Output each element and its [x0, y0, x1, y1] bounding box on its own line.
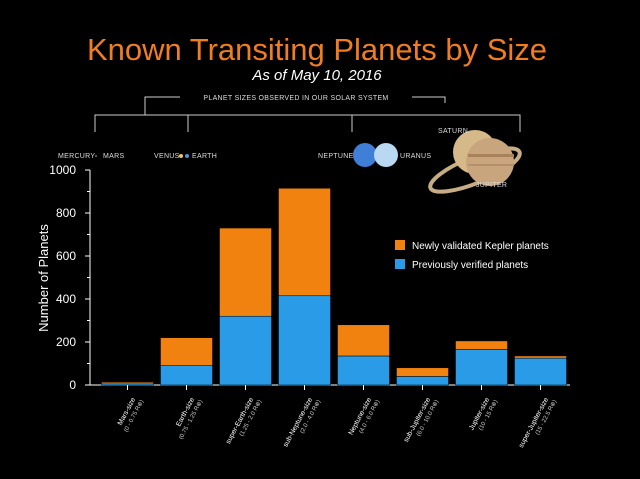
- bar-previous-mars-size: [101, 382, 154, 386]
- bar-previous-earth-size: [160, 365, 213, 386]
- venus-icon: [179, 154, 183, 158]
- bar-new-super-earth-size: [219, 227, 272, 317]
- chart-title: Known Transiting Planets by Size: [87, 32, 547, 67]
- y-ticks: 0 200 400 600 800 1000: [49, 163, 90, 392]
- solar-system-heading: PLANET SIZES OBSERVED IN OUR SOLAR SYSTE…: [203, 95, 388, 102]
- saturn-jupiter-icon: [428, 130, 522, 194]
- x-labels: Mars-size(0 - 0.75 R⊕) Earth-size(0.75 - …: [117, 397, 558, 450]
- uranus-icon: [374, 143, 398, 167]
- y-tick-label: 600: [56, 249, 76, 263]
- earth-icon: [185, 154, 189, 158]
- planet-label-mercury: MERCURY: [58, 153, 95, 160]
- bar-new-earth-size: [160, 337, 213, 366]
- y-tick-label: 200: [56, 335, 76, 349]
- y-tick-label: 0: [69, 378, 76, 392]
- planet-label-mars: MARS: [103, 153, 124, 160]
- legend-swatch-previous: [395, 259, 405, 269]
- bars: [101, 188, 567, 390]
- bar-new-sub-neptune-size: [278, 188, 331, 297]
- bar-new-mars-size: [101, 381, 154, 384]
- planet-label-earth: EARTH: [192, 153, 217, 160]
- y-axis-title: Number of Planets: [36, 224, 51, 332]
- bar-previous-jupiter-size: [455, 349, 508, 386]
- planet-label-venus: VENUS: [154, 153, 180, 160]
- y-tick-label: 1000: [49, 163, 76, 177]
- solar-heading-bg: [180, 92, 412, 103]
- bar-previous-sub-neptune-size: [278, 295, 331, 386]
- bar-new-sub-jupiter-size: [396, 367, 449, 377]
- bar-previous-super-jupiter-size: [514, 357, 567, 386]
- planet-label-saturn: SATURN: [438, 128, 468, 135]
- legend-swatch-new: [395, 240, 405, 250]
- legend-label-new: Newly validated Kepler planets: [412, 241, 549, 252]
- planet-label-neptune: NEPTUNE: [318, 153, 354, 160]
- bar-new-super-jupiter-size: [514, 355, 567, 359]
- neptune-icon: [353, 143, 377, 167]
- mercury-icon: [95, 155, 97, 157]
- bar-previous-neptune-size: [337, 355, 390, 386]
- chart-subtitle: As of May 10, 2016: [251, 67, 382, 84]
- bar-new-jupiter-size: [455, 340, 508, 350]
- solar-system-bracket: [94, 96, 521, 132]
- bar-previous-super-earth-size: [219, 315, 272, 386]
- y-tick-label: 400: [56, 292, 76, 306]
- y-tick-label: 800: [56, 206, 76, 220]
- planet-label-uranus: URANUS: [400, 153, 431, 160]
- bar-previous-sub-jupiter-size: [396, 376, 449, 386]
- legend: Newly validated Kepler planets Previousl…: [395, 240, 549, 271]
- bar-new-neptune-size: [337, 324, 390, 357]
- legend-label-previous: Previously verified planets: [412, 260, 528, 271]
- planet-label-jupiter: JUPITER: [476, 182, 507, 189]
